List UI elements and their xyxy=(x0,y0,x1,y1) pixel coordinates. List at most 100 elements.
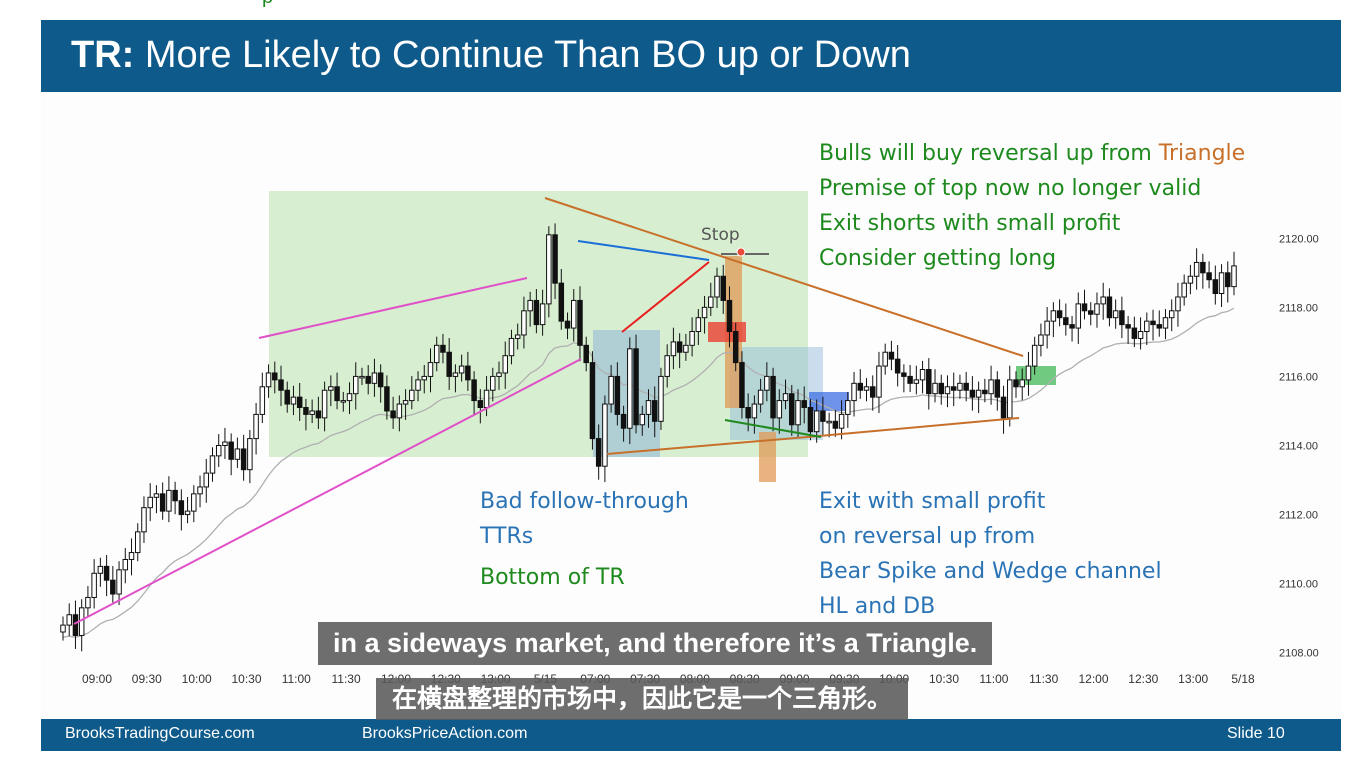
candlestick xyxy=(1175,282,1181,327)
footer-bar: BrooksTradingCourse.com BrooksPriceActio… xyxy=(41,719,1341,751)
candlestick xyxy=(782,379,789,410)
candlestick xyxy=(701,295,708,334)
candlestick xyxy=(982,378,988,403)
candlestick xyxy=(645,389,652,428)
candlestick xyxy=(1144,312,1150,345)
candlestick xyxy=(1038,323,1044,357)
candlestick xyxy=(508,329,515,365)
candlestick xyxy=(452,364,459,393)
candlestick xyxy=(1200,253,1206,289)
candlestick xyxy=(328,375,334,407)
candlestick xyxy=(658,367,664,430)
candlestick xyxy=(546,226,552,318)
candlestick xyxy=(353,362,359,410)
candlestick xyxy=(664,344,670,388)
candlestick xyxy=(78,599,85,652)
candlestick xyxy=(72,600,79,649)
candlestick xyxy=(197,475,203,508)
candlestick xyxy=(477,389,484,424)
candlestick xyxy=(552,223,558,300)
slide-title: TR: More Likely to Continue Than BO up o… xyxy=(71,34,911,77)
candlestick xyxy=(845,391,851,428)
magenta-trend-line xyxy=(73,358,582,625)
candlestick xyxy=(135,523,141,562)
candlestick xyxy=(296,382,303,421)
triangle-bottom-line-right xyxy=(818,417,1020,437)
candlestick xyxy=(128,538,135,576)
stray-mark: p xyxy=(262,0,273,8)
candlestick xyxy=(571,289,577,342)
title-bold: TR: xyxy=(71,34,135,76)
y-axis: 2108.00 2110.00 2112.00 2114.00 2116.00 2118.… xyxy=(1279,233,1319,659)
candlestick xyxy=(1112,299,1119,329)
candlestick xyxy=(832,409,839,437)
candlestick xyxy=(1075,292,1082,344)
candlestick xyxy=(97,557,104,587)
candlestick xyxy=(1031,336,1038,375)
footer-mid-link[interactable]: BrooksPriceAction.com xyxy=(362,725,528,742)
stop-label: Stop xyxy=(701,225,740,245)
candlestick xyxy=(390,396,396,429)
candlestick xyxy=(1094,292,1100,328)
candlestick xyxy=(178,489,185,531)
candlestick xyxy=(384,375,390,420)
green-channel-line xyxy=(724,419,822,438)
candlestick xyxy=(950,372,957,407)
candlestick xyxy=(116,561,122,606)
candlestick xyxy=(757,378,764,413)
candlestick xyxy=(172,481,178,515)
candlestick xyxy=(402,389,409,420)
annotation-line: Exit with small profit xyxy=(819,489,1046,514)
candlestick xyxy=(651,386,658,438)
candlestick xyxy=(602,395,608,483)
price-chart: Stop 2108.00 2110.00 2112.00 2114.00 2116.00… xyxy=(60,191,1319,686)
candlestick xyxy=(913,365,920,395)
candlestick xyxy=(1162,309,1169,340)
candlestick xyxy=(66,603,72,637)
x-tick-label: 11:30 xyxy=(332,672,361,686)
annotation-line: on reversal up from xyxy=(819,524,1036,549)
candlestick xyxy=(739,351,745,419)
candlestick xyxy=(1218,264,1225,307)
candlestick xyxy=(577,286,583,362)
candlestick xyxy=(340,391,347,412)
x-tick-label: 10:30 xyxy=(929,672,959,686)
candlestick xyxy=(110,566,116,603)
x-tick-label: 10:00 xyxy=(182,672,212,686)
candlestick xyxy=(527,291,533,327)
candlestick xyxy=(1000,385,1007,434)
candlestick xyxy=(440,333,446,364)
candlestick xyxy=(309,399,315,424)
candlestick xyxy=(415,371,421,402)
candlestick xyxy=(265,364,272,398)
candlestick xyxy=(751,395,758,434)
candlestick xyxy=(894,344,901,387)
magenta-wedge-top-line xyxy=(258,277,528,339)
triangle-top-line xyxy=(544,197,1024,357)
annotation-text: Bulls will buy reversal up from xyxy=(819,141,1159,166)
candlestick xyxy=(1063,303,1069,336)
candlestick xyxy=(222,427,228,459)
x-tick-label: 12:30 xyxy=(1128,672,1158,686)
candlestick xyxy=(1212,265,1219,305)
candlestick xyxy=(863,378,870,402)
candlestick xyxy=(770,367,776,432)
x-tick-label: 11:30 xyxy=(1029,672,1058,686)
candlestick xyxy=(689,317,695,357)
candlestick xyxy=(203,458,210,503)
candlestick xyxy=(708,282,714,316)
annotation-line: Bear Spike and Wedge channel xyxy=(819,559,1162,584)
candlestick xyxy=(764,362,770,402)
candlestick xyxy=(159,482,166,520)
candlestick xyxy=(458,354,465,382)
annotation-line: Bad follow-through xyxy=(480,489,689,514)
footer-left-link[interactable]: BrooksTradingCourse.com xyxy=(65,725,255,742)
candlestick xyxy=(502,341,508,389)
candlestick xyxy=(1100,282,1106,320)
candlestick xyxy=(1225,261,1231,303)
y-tick-label: 2112.00 xyxy=(1279,510,1318,522)
candlestick xyxy=(882,343,888,375)
x-tick-label: 12:00 xyxy=(1078,672,1108,686)
candlestick xyxy=(583,336,589,372)
candlestick xyxy=(103,554,110,597)
